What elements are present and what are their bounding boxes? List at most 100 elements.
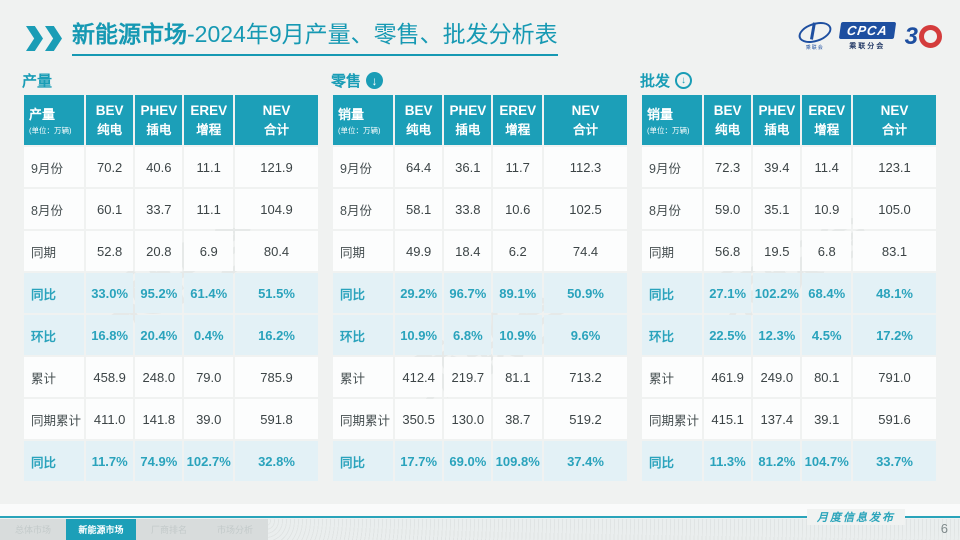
page-title: 新能源市场-2024年9月产量、零售、批发分析表 [72,21,558,57]
cell-value: 74.9% [135,441,183,481]
column-header-line2: 合计 [882,122,908,137]
cell-value: 38.7 [493,399,543,439]
cell-value: 11.7% [86,441,134,481]
cell-value: 10.9 [802,189,852,229]
cell-value: 72.3 [704,147,752,187]
cell-value: 16.8% [86,315,134,355]
table-section-3: 批发 ↓ 销量 (单位：万辆) BEV 纯电 PHEV 插电 EREV 增程 NEV 合计 9月份 72.… [640,68,938,483]
cell-value: 10.6 [493,189,543,229]
table-row: 同比 27.1% 102.2% 68.4% 48.1% [642,273,936,313]
cell-value: 411.0 [86,399,134,439]
cell-value: 141.8 [135,399,183,439]
cell-value: 79.0 [184,357,234,397]
table-row: 环比 16.8% 20.4% 0.4% 16.2% [24,315,318,355]
table-row: 同期累计 415.1 137.4 39.1 591.6 [642,399,936,439]
cell-value: 39.4 [753,147,801,187]
cell-value: 6.8% [444,315,492,355]
row-label: 9月份 [333,147,394,187]
nav-tab-4[interactable]: 市场分析 [202,519,268,540]
table-section-1: 产量 产量 (单位：万辆) BEV 纯电 PHEV 插电 EREV 增程 NEV 合计 9月份 70.2… [22,68,320,483]
cell-value: 83.1 [853,231,936,271]
cell-value: 36.1 [444,147,492,187]
column-header-line2: 插电 [764,122,790,137]
cell-value: 9.6% [544,315,627,355]
cell-value: 81.2% [753,441,801,481]
cell-value: 350.5 [395,399,443,439]
section-title: 产量 [22,73,53,90]
anniversary-0-ring-icon [919,25,942,48]
column-header-line1: PHEV [449,102,487,118]
cell-value: 137.4 [753,399,801,439]
row-label: 9月份 [24,147,85,187]
cell-value: 412.4 [395,357,443,397]
corner-title: 销量 [647,107,674,122]
cell-value: 64.4 [395,147,443,187]
nav-filler [264,519,960,540]
cell-value: 219.7 [444,357,492,397]
cell-value: 33.7 [135,189,183,229]
column-header: BEV 纯电 [86,95,134,145]
cell-value: 11.1 [184,147,234,187]
data-table: 销量 (单位：万辆) BEV 纯电 PHEV 插电 EREV 增程 NEV 合计 9月份 64.4 36… [331,93,629,483]
cell-value: 27.1% [704,273,752,313]
cell-value: 33.7% [853,441,936,481]
row-label: 8月份 [642,189,703,229]
nav-tab-3[interactable]: 厂商排名 [136,519,202,540]
cell-value: 35.1 [753,189,801,229]
cell-value: 249.0 [753,357,801,397]
cell-value: 52.8 [86,231,134,271]
column-header-line2: 合计 [264,122,290,137]
bottom-strip [0,504,960,517]
table-row: 环比 22.5% 12.3% 4.5% 17.2% [642,315,936,355]
column-header: BEV 纯电 [704,95,752,145]
cell-value: 19.5 [753,231,801,271]
cpca-logo: CPCA 乘联分会 [838,22,896,51]
cell-value: 591.8 [235,399,318,439]
column-header-line1: NEV [571,102,600,118]
cell-value: 102.5 [544,189,627,229]
cell-value: 121.9 [235,147,318,187]
cell-value: 461.9 [704,357,752,397]
row-label: 同比 [642,441,703,481]
table-row: 同期 52.8 20.8 6.9 80.4 [24,231,318,271]
row-label: 同期累计 [24,399,85,439]
column-header: PHEV 插电 [444,95,492,145]
column-header: NEV 合计 [544,95,627,145]
cpca-logo-text: CPCA [838,22,896,39]
cell-value: 49.9 [395,231,443,271]
cell-value: 11.3% [704,441,752,481]
cpca-logo-sub: 乘联分会 [849,43,886,50]
cell-value: 415.1 [704,399,752,439]
column-header-line2: 插电 [146,122,172,137]
nav-tab-2[interactable]: 新能源市场 [66,519,136,540]
cell-value: 61.4% [184,273,234,313]
row-label: 环比 [24,315,85,355]
cell-value: 68.4% [802,273,852,313]
cell-value: 96.7% [444,273,492,313]
cell-value: 59.0 [704,189,752,229]
header: 新能源市场-2024年9月产量、零售、批发分析表 乘联会 CPCA 乘联分会 3 [26,17,950,66]
table-row: 累计 458.9 248.0 79.0 785.9 [24,357,318,397]
cell-value: 10.9% [395,315,443,355]
nav-tab-1[interactable]: 总体市场 [0,519,66,540]
cell-value: 713.2 [544,357,627,397]
column-header-line2: 插电 [455,122,481,137]
section-title: 批发 [640,73,671,90]
table-row: 同比 11.3% 81.2% 104.7% 33.7% [642,441,936,481]
row-label: 累计 [24,357,85,397]
cell-value: 11.1 [184,189,234,229]
table-header-row: 产量 (单位：万辆) BEV 纯电 PHEV 插电 EREV 增程 NEV 合计 [24,95,318,145]
table-row: 同期 56.8 19.5 6.8 83.1 [642,231,936,271]
row-label: 同期 [642,231,703,271]
column-header-line2: 纯电 [715,122,741,137]
cell-value: 50.9% [544,273,627,313]
cell-value: 6.9 [184,231,234,271]
row-label: 8月份 [333,189,394,229]
ellipse-logo-label: 乘联会 [805,44,824,51]
down-arrow-filled-icon: ↓ [366,72,384,89]
row-label: 环比 [642,315,703,355]
bottom-nav: 总体市场 新能源市场 厂商排名 市场分析 [0,519,268,540]
cell-value: 130.0 [444,399,492,439]
row-label: 9月份 [642,147,703,187]
corner-header: 产量 (单位：万辆) [24,95,85,145]
